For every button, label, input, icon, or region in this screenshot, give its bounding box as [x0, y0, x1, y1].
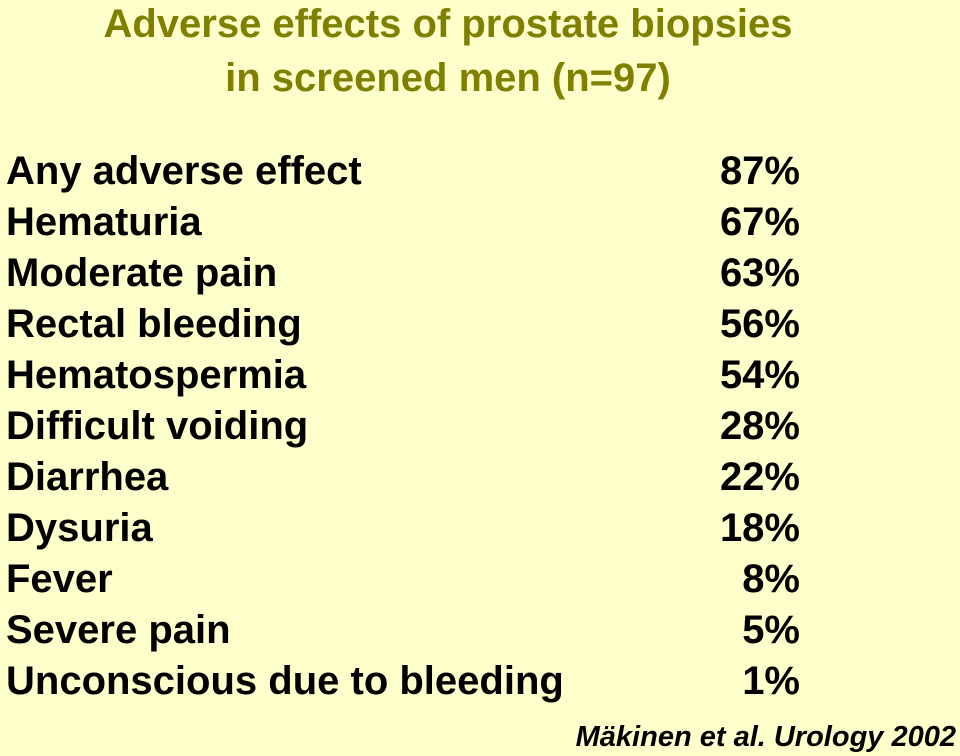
row-label: Difficult voiding [6, 404, 309, 448]
row-value: 8% [742, 557, 800, 601]
row-label: Unconscious due to bleeding [6, 659, 564, 703]
table-row: Fever 8% [6, 556, 800, 608]
slide-title-line-1: Adverse effects of prostate biopsies [103, 2, 793, 46]
row-label: Moderate pain [6, 251, 278, 295]
row-label: Fever [6, 557, 113, 601]
row-label: Hematuria [6, 200, 202, 244]
row-label: Dysuria [6, 506, 153, 550]
table-row: Severe pain 5% [6, 607, 800, 659]
table-row: Diarrhea 22% [6, 454, 800, 506]
table-row: Hematuria 67% [6, 199, 800, 251]
table-row: Dysuria 18% [6, 505, 800, 557]
row-value: 22% [719, 455, 800, 499]
row-value: 67% [719, 200, 800, 244]
citation: Mäkinen et al. Urology 2002 [575, 721, 956, 753]
row-label: Severe pain [6, 608, 231, 652]
row-value: 56% [719, 302, 800, 346]
table-row: Any adverse effect 87% [6, 148, 800, 200]
row-value: 63% [719, 251, 800, 295]
row-value: 87% [719, 149, 800, 193]
row-label: Hematospermia [6, 353, 307, 397]
row-value: 5% [742, 608, 800, 652]
row-value: 28% [719, 404, 800, 448]
table-row: Hematospermia 54% [6, 352, 800, 404]
table-row: Difficult voiding 28% [6, 403, 800, 455]
row-value: 18% [719, 506, 800, 550]
row-label: Diarrhea [6, 455, 169, 499]
row-label: Any adverse effect [6, 149, 362, 193]
table-row: Rectal bleeding 56% [6, 301, 800, 353]
slide-title-line-2: in screened men (n=97) [225, 56, 671, 100]
row-value: 1% [742, 659, 800, 703]
table-row: Moderate pain 63% [6, 250, 800, 302]
table-row: Unconscious due to bleeding 1% [6, 658, 800, 710]
row-label: Rectal bleeding [6, 302, 302, 346]
row-value: 54% [719, 353, 800, 397]
